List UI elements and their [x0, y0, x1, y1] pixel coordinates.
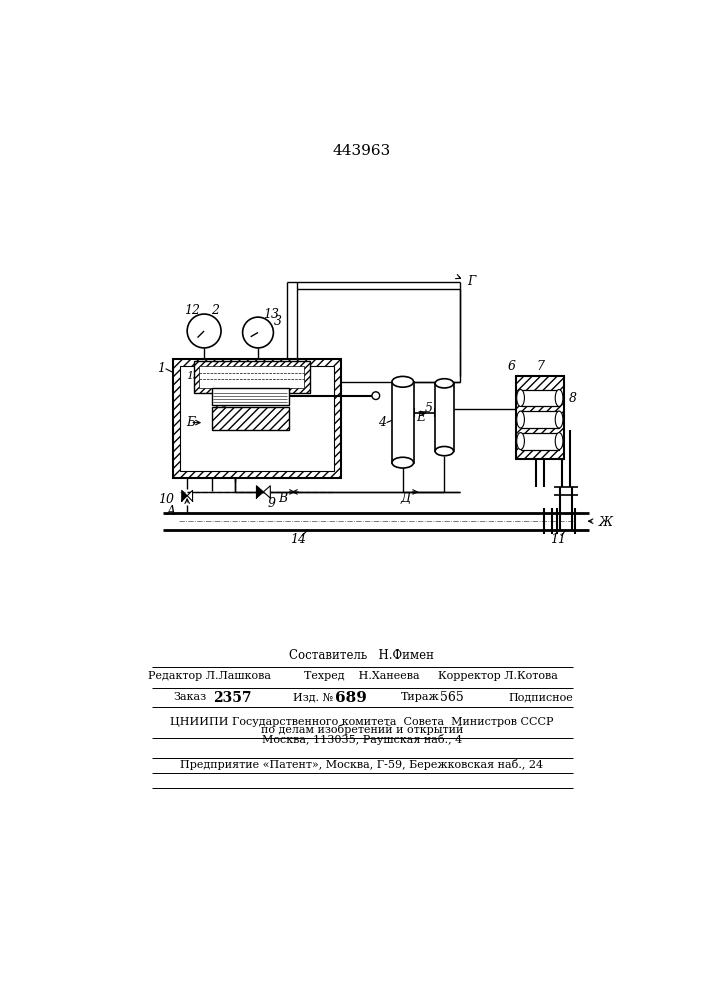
Text: Изд. №: Изд. № [293, 692, 333, 702]
Bar [516, 376, 563, 459]
Text: 1: 1 [157, 362, 165, 375]
Ellipse shape [392, 457, 414, 468]
Text: ЦНИИПИ Государственного комитета  Совета  Министров СССР: ЦНИИПИ Государственного комитета Совета … [170, 717, 554, 727]
Text: 10: 10 [158, 493, 174, 506]
Bar [520, 389, 559, 406]
Text: 15: 15 [187, 371, 201, 381]
Text: Техред    Н.Ханеева: Техред Н.Ханеева [304, 671, 420, 681]
Ellipse shape [517, 433, 525, 450]
Ellipse shape [435, 379, 454, 388]
Text: Б: Б [187, 416, 196, 429]
Bar [194, 361, 310, 393]
Text: 565: 565 [440, 691, 464, 704]
Text: 6: 6 [507, 360, 515, 373]
Text: Заказ: Заказ [173, 692, 206, 702]
Text: 14: 14 [290, 533, 306, 546]
Text: 2: 2 [211, 304, 219, 317]
Ellipse shape [517, 389, 525, 406]
Text: Д: Д [401, 492, 411, 505]
Ellipse shape [517, 411, 525, 428]
Bar [392, 382, 414, 463]
Text: Г: Г [467, 275, 476, 288]
Text: A: A [168, 505, 176, 518]
Ellipse shape [435, 446, 454, 456]
Bar [180, 366, 334, 471]
Bar [520, 433, 559, 450]
Text: 8: 8 [569, 392, 577, 405]
Text: Составитель   Н.Фимен: Составитель Н.Фимен [289, 649, 435, 662]
Circle shape [243, 317, 274, 348]
Text: Подписное: Подписное [508, 692, 573, 702]
Text: 5: 5 [425, 402, 433, 415]
Bar [212, 388, 288, 405]
Circle shape [187, 314, 221, 348]
Text: Корректор Л.Котова: Корректор Л.Котова [438, 671, 559, 681]
Text: Ж: Ж [598, 516, 612, 529]
Polygon shape [257, 486, 264, 498]
Text: В: В [278, 492, 287, 505]
Text: по делам изобретений и открытий: по делам изобретений и открытий [261, 724, 463, 735]
Text: 11: 11 [550, 533, 566, 546]
Text: 4: 4 [378, 416, 386, 429]
Text: 16: 16 [213, 406, 227, 416]
Text: 2357: 2357 [214, 690, 252, 704]
Text: 12: 12 [184, 304, 200, 317]
Ellipse shape [555, 389, 563, 406]
Text: 7: 7 [537, 360, 544, 373]
Ellipse shape [392, 376, 414, 387]
Text: 3: 3 [274, 315, 281, 328]
Bar [199, 366, 304, 388]
Text: Тираж: Тираж [400, 692, 439, 702]
Text: Редактор Л.Лашкова: Редактор Л.Лашкова [148, 671, 271, 681]
Ellipse shape [555, 433, 563, 450]
Bar [212, 407, 288, 430]
Text: Е: Е [416, 411, 426, 424]
Text: Москва, 113035, Раушская наб., 4: Москва, 113035, Раушская наб., 4 [262, 734, 462, 745]
Polygon shape [187, 490, 192, 501]
Text: 13: 13 [264, 308, 279, 321]
Bar [520, 411, 559, 428]
Ellipse shape [555, 411, 563, 428]
Bar [435, 383, 454, 451]
Text: 9: 9 [267, 497, 275, 510]
Text: 689: 689 [335, 690, 367, 704]
Bar [173, 359, 341, 478]
Polygon shape [182, 490, 187, 501]
Text: Предприятие «Патент», Москва, Г-59, Бережковская наб., 24: Предприятие «Патент», Москва, Г-59, Бере… [180, 759, 544, 770]
Text: 443963: 443963 [333, 144, 391, 158]
Polygon shape [264, 486, 270, 498]
